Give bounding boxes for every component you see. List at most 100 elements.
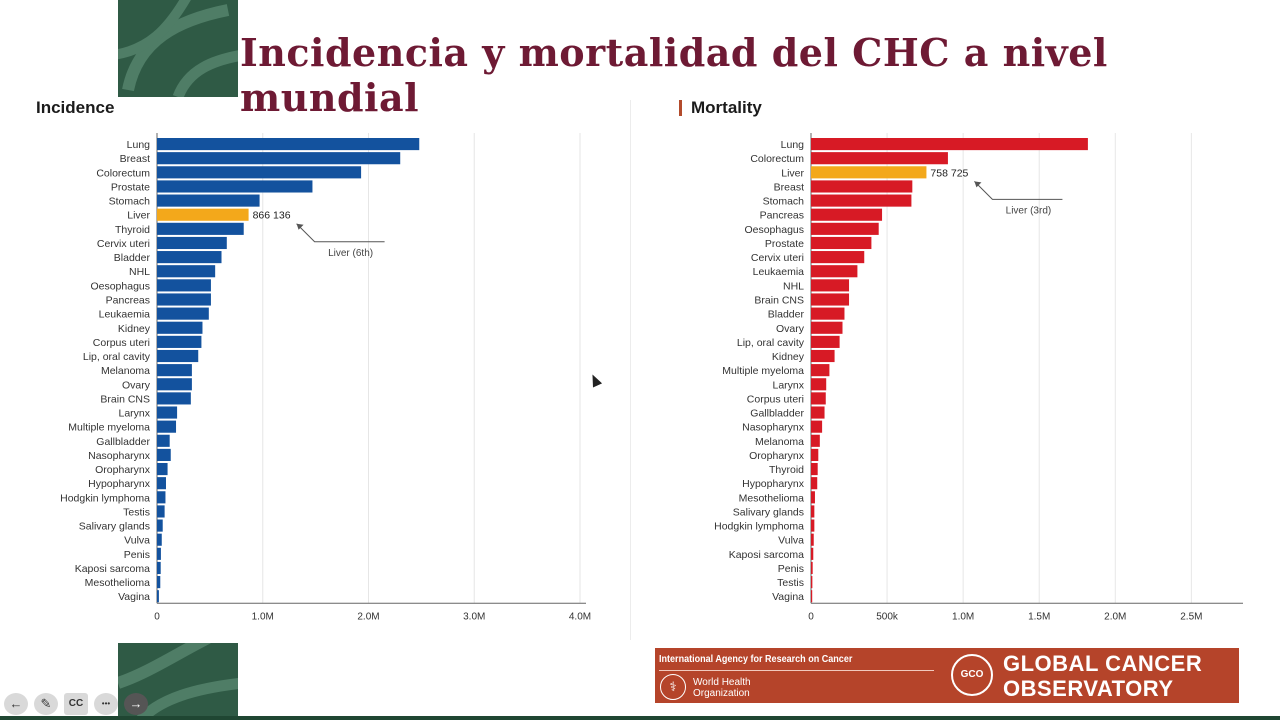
annotation-label: Liver (3rd) xyxy=(1006,205,1052,216)
category-label: Mesothelioma xyxy=(85,577,151,589)
data-label: 758 725 xyxy=(930,167,968,179)
category-label: Vagina xyxy=(118,591,150,603)
category-label: Melanoma xyxy=(755,436,804,448)
bar xyxy=(811,491,815,504)
x-tick-label: 2.0M xyxy=(1104,611,1126,622)
bar xyxy=(811,265,858,278)
category-label: Lip, oral cavity xyxy=(737,337,805,349)
category-label: Hodgkin lymphoma xyxy=(714,521,804,533)
bar xyxy=(811,576,813,589)
back-arrow-icon[interactable]: ← xyxy=(4,693,28,715)
bar xyxy=(157,236,227,250)
category-label: Lung xyxy=(127,139,151,151)
category-label: Prostate xyxy=(765,238,804,250)
bar xyxy=(811,519,815,532)
x-tick-label: 2.5M xyxy=(1180,611,1202,622)
category-label: Nasopharynx xyxy=(88,450,151,462)
bar xyxy=(811,180,913,193)
x-tick-label: 1.5M xyxy=(1028,611,1050,622)
x-tick-label: 500k xyxy=(876,611,899,622)
annotation-arrowhead xyxy=(974,181,982,188)
gco-logo-icon: GCO xyxy=(951,654,993,696)
gco-title-line1: GLOBAL CANCER xyxy=(1003,651,1203,676)
category-label: Oesophagus xyxy=(744,224,804,236)
bar xyxy=(157,349,199,363)
category-label: Penis xyxy=(124,549,150,561)
bar xyxy=(811,194,912,207)
bar xyxy=(157,378,192,391)
bar xyxy=(811,462,818,476)
category-label: Pancreas xyxy=(106,294,150,306)
category-label: Ovary xyxy=(122,379,151,391)
bar xyxy=(811,236,872,250)
bar xyxy=(811,152,948,165)
bar xyxy=(157,547,161,560)
category-label: Brain CNS xyxy=(100,393,150,405)
bar xyxy=(811,138,1088,151)
category-label: Breast xyxy=(120,153,150,165)
bar xyxy=(811,590,813,603)
bar xyxy=(157,222,244,235)
bar xyxy=(811,321,843,334)
bar xyxy=(811,406,825,419)
bar xyxy=(811,166,927,179)
mortality-bar-chart: 0 500k 1.0M 1.5M 2.0M 2.5M Lung Colorectum Liver… xyxy=(714,133,1243,622)
category-label: Liver xyxy=(127,210,150,222)
category-label: Vulva xyxy=(778,535,804,547)
bar xyxy=(157,505,165,518)
bar xyxy=(157,321,203,334)
category-label: Stomach xyxy=(109,196,151,208)
more-icon[interactable]: ••• xyxy=(94,693,118,715)
bar xyxy=(811,335,840,348)
x-tick-label: 2.0M xyxy=(357,611,379,622)
bar xyxy=(811,477,818,490)
category-label: Larynx xyxy=(772,379,804,391)
bar xyxy=(811,208,883,221)
category-label: Multiple myeloma xyxy=(722,365,804,377)
mortality-heading-accent xyxy=(679,100,682,116)
category-label: Ovary xyxy=(776,323,805,335)
pencil-icon[interactable]: ✎ xyxy=(34,693,58,715)
gco-title: GLOBAL CANCER OBSERVATORY xyxy=(1003,651,1202,701)
bar xyxy=(157,420,177,433)
category-label: Testis xyxy=(777,577,804,589)
category-label: Liver xyxy=(781,167,804,179)
next-arrow-icon[interactable]: → xyxy=(124,693,148,715)
category-label: NHL xyxy=(129,266,150,278)
category-label: Gallbladder xyxy=(750,408,804,420)
annotation-callout-line xyxy=(974,181,1063,200)
category-label: Melanoma xyxy=(101,365,150,377)
annotation-callout-line xyxy=(296,223,385,243)
bar xyxy=(157,194,260,207)
bar xyxy=(157,180,313,193)
bar xyxy=(157,392,191,405)
bar xyxy=(157,166,362,179)
slide-title: Incidencia y mortalidad del CHC a nivel … xyxy=(240,30,1108,120)
category-label: Vulva xyxy=(124,535,150,547)
category-label: Bladder xyxy=(114,252,151,264)
category-label: Thyroid xyxy=(769,464,804,476)
bar xyxy=(157,335,202,348)
bottom-border xyxy=(0,716,1280,720)
bar xyxy=(811,561,813,575)
bar xyxy=(157,251,222,264)
category-label: Bladder xyxy=(768,309,805,321)
bar xyxy=(811,533,814,546)
category-label: Leukaemia xyxy=(753,266,805,278)
bar xyxy=(157,448,171,461)
category-label: Salivary glands xyxy=(733,506,804,518)
category-label: Penis xyxy=(778,563,804,575)
category-label: Salivary glands xyxy=(79,521,150,533)
bar xyxy=(811,505,815,518)
bar xyxy=(157,491,166,504)
category-label: Multiple myeloma xyxy=(68,422,150,434)
bar xyxy=(157,434,170,447)
category-label: Hypopharynx xyxy=(88,478,151,490)
category-label: Corpus uteri xyxy=(747,393,804,405)
bar xyxy=(157,477,166,490)
category-label: Oropharynx xyxy=(749,450,805,462)
captions-icon[interactable]: CC xyxy=(64,693,88,715)
category-label: Prostate xyxy=(111,181,150,193)
incidence-heading: Incidence xyxy=(36,98,115,117)
